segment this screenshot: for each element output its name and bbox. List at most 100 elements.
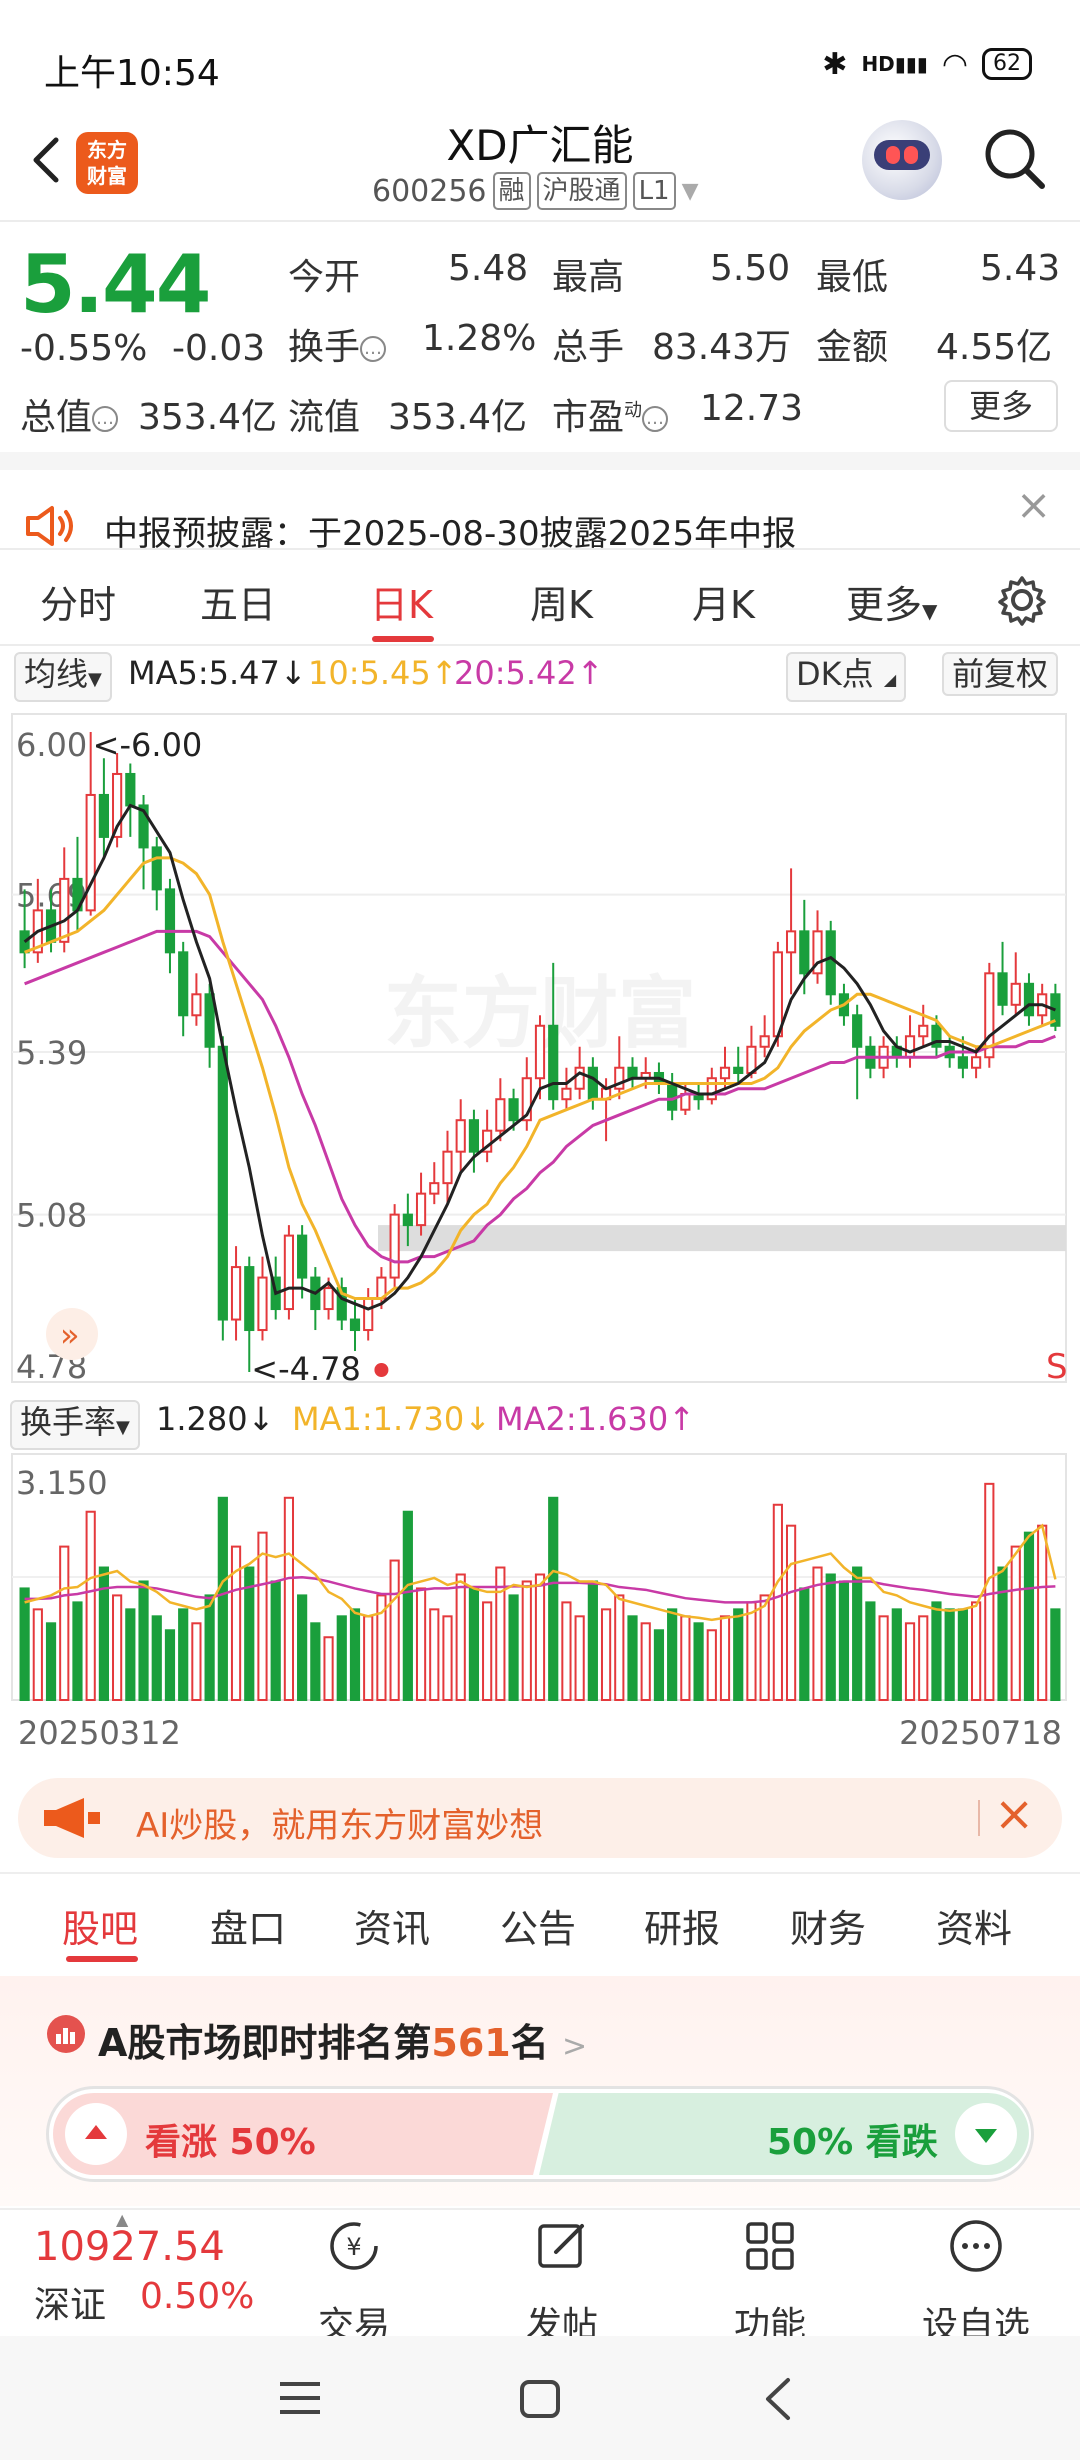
vote-up-bar[interactable] <box>53 2093 553 2175</box>
ai-assistant-avatar[interactable] <box>862 120 942 200</box>
tab-forum[interactable]: 股吧 <box>62 1907 139 1951</box>
candle-body <box>363 1297 374 1332</box>
ai-banner[interactable]: AI炒股，就用东方财富妙想 × <box>18 1778 1062 1858</box>
candle-body <box>178 951 189 1017</box>
ai-banner-text: AI炒股，就用东方财富妙想 <box>136 1806 544 1846</box>
tab-more[interactable]: 更多▼ <box>846 583 938 627</box>
close-icon[interactable]: × <box>994 1786 1035 1842</box>
turnover-bar <box>112 1594 123 1701</box>
turnover-bar <box>1023 1531 1035 1701</box>
vote-up-label: 看涨 50% <box>145 2122 316 2163</box>
info-icon[interactable]: … <box>360 336 387 362</box>
info-icon[interactable]: … <box>642 406 669 432</box>
tabs-divider <box>0 644 1080 646</box>
tab-research[interactable]: 研报 <box>644 1907 721 1951</box>
turnover-chart[interactable]: 3.150 20250312 20250718 <box>0 1446 1080 1756</box>
turnover-bar <box>997 1566 1008 1701</box>
candle-body <box>904 1035 916 1059</box>
back-icon[interactable] <box>760 2376 796 2422</box>
candle-body <box>627 1066 638 1080</box>
indicator-selector[interactable]: 均线▼ <box>14 652 112 702</box>
low-value: 5.43 <box>980 248 1061 289</box>
turnover-bar <box>931 1601 942 1701</box>
vote-down-button[interactable] <box>955 2103 1017 2165</box>
banner-divider <box>978 1800 980 1836</box>
turnover-bar <box>151 1615 162 1702</box>
close-icon[interactable]: × <box>1016 480 1052 529</box>
candle-body <box>587 1066 598 1101</box>
index-value[interactable]: 10927.54 <box>34 2224 225 2270</box>
mktcap-label: 总值… <box>20 388 119 440</box>
tab-weekly-k[interactable]: 周K <box>530 583 593 627</box>
expand-icon <box>46 1308 98 1360</box>
ma5-line <box>23 803 1056 1311</box>
info-icon[interactable]: … <box>92 406 119 432</box>
caret-down-icon: ▼ <box>116 1417 130 1438</box>
menu-icon[interactable] <box>278 2378 322 2418</box>
turnover-bar <box>323 1636 334 1702</box>
notice-divider <box>0 548 1080 550</box>
dk-point-selector[interactable]: DK点 ◢ <box>786 652 907 702</box>
vote-down-bar[interactable] <box>539 2093 1029 2175</box>
stock-meta[interactable]: 600256 融 沪股通 L1 ▼ <box>372 172 699 210</box>
index-change[interactable]: 0.50% <box>140 2276 255 2317</box>
volume-indicator-selector[interactable]: 换手率▼ <box>10 1400 140 1450</box>
candle-body <box>217 1045 228 1321</box>
candle-body <box>1023 982 1035 1017</box>
ma10-legend: 10:5.45↑ <box>308 654 458 692</box>
home-icon[interactable] <box>518 2378 562 2420</box>
turnover-bar <box>45 1622 57 1701</box>
tab-monthly-k[interactable]: 月K <box>692 583 755 627</box>
more-dots-icon[interactable] <box>948 2218 1004 2274</box>
vol-max-label: 3.150 <box>16 1464 108 1502</box>
turnover-bar <box>957 1608 968 1701</box>
turnover-bar <box>191 1622 202 1701</box>
amount-label: 金额 <box>816 327 889 368</box>
tab-finance[interactable]: 财务 <box>790 1907 867 1951</box>
candle-body <box>772 951 783 1038</box>
back-arrow-icon[interactable] <box>22 130 72 190</box>
disclosure-notice[interactable]: 中报预披露：于2025-08-30披露2025年中报 <box>0 476 1080 572</box>
tab-announcements[interactable]: 公告 <box>500 1907 577 1951</box>
index-name[interactable]: 深证 <box>34 2285 107 2326</box>
turnover-bar <box>178 1608 189 1701</box>
status-time: 上午10:54 <box>44 53 220 94</box>
compose-post-icon[interactable] <box>534 2218 590 2274</box>
candle-body <box>931 1024 942 1048</box>
tab-five-day[interactable]: 五日 <box>200 583 277 627</box>
candle-body <box>812 930 823 975</box>
candle-body <box>614 1066 625 1090</box>
yuan-trade-icon[interactable]: ¥ <box>326 2218 382 2274</box>
tab-daily-k[interactable]: 日K <box>370 583 433 627</box>
candle-body <box>455 1119 466 1153</box>
turnover-bar <box>680 1615 691 1702</box>
vol-ma1-line <box>24 1523 1057 1622</box>
adjust-selector[interactable]: 前复权 <box>942 652 1059 696</box>
level-tag: L1 <box>632 172 676 210</box>
settings-gear-icon[interactable] <box>996 574 1048 626</box>
turnover-bar <box>706 1629 717 1701</box>
candle-body <box>1010 982 1021 1006</box>
market-rank[interactable]: A股市场即时排名第561名 > <box>98 2021 588 2065</box>
grid-functions-icon[interactable] <box>742 2218 798 2274</box>
megaphone-icon <box>44 1798 100 1838</box>
turnover-bar <box>785 1524 797 1702</box>
tab-intraday[interactable]: 分时 <box>40 583 117 627</box>
turnover-bar <box>719 1615 731 1702</box>
eastmoney-logo[interactable]: 东方 财富 <box>76 132 138 194</box>
tab-orderbook[interactable]: 盘口 <box>210 1907 287 1951</box>
stock-name: XD广汇能 <box>446 121 634 170</box>
tab-news[interactable]: 资讯 <box>354 1907 431 1951</box>
sell-signal-mark: S <box>1046 1347 1068 1387</box>
vote-up-button[interactable] <box>65 2103 127 2165</box>
support-band <box>378 1225 1066 1252</box>
sentiment-vote: 看涨 50% 50% 看跌 <box>46 2086 1034 2182</box>
turnover-bar <box>482 1601 493 1701</box>
search-icon[interactable] <box>980 124 1050 194</box>
turnover-bar <box>297 1594 308 1701</box>
candle-body <box>534 1024 546 1080</box>
more-quote-button[interactable]: 更多 <box>944 380 1058 432</box>
candle-body <box>125 772 136 807</box>
tab-profile[interactable]: 资料 <box>936 1907 1013 1951</box>
